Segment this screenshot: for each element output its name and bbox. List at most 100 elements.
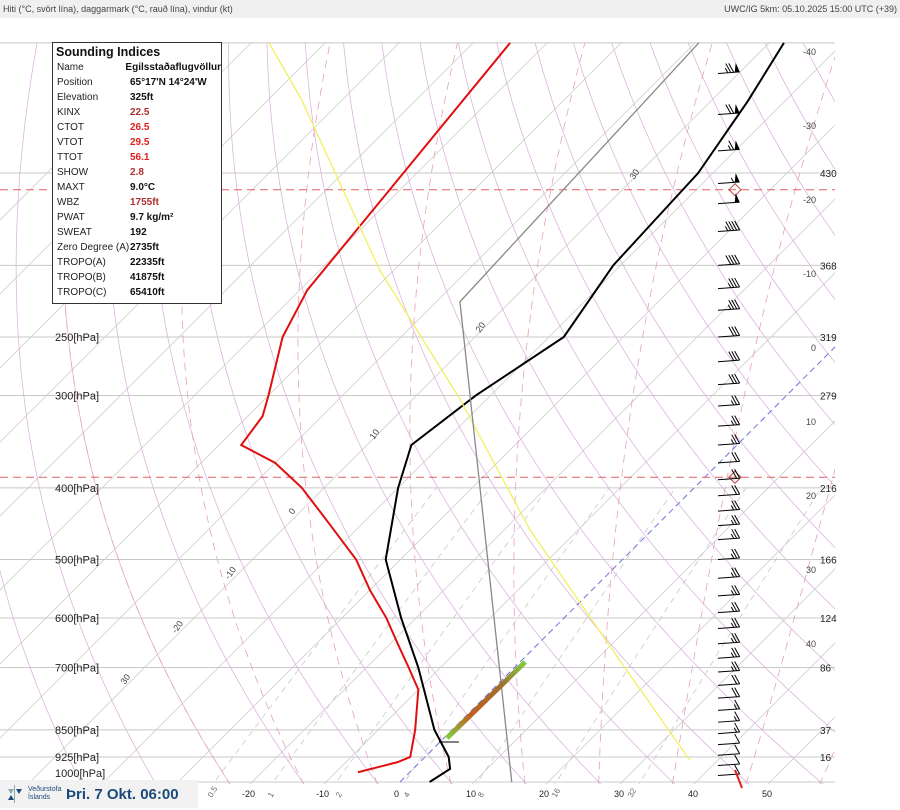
wind-barb (717, 452, 741, 464)
barb-full (728, 351, 735, 361)
barb-full (734, 434, 741, 444)
barb-full (731, 529, 738, 539)
mixing-ratio-tick-label: 4 (402, 790, 412, 799)
forecast-date: Þri. 7 Okt. 06:00 (66, 785, 179, 803)
barb-full (731, 299, 738, 310)
barb-full (731, 351, 738, 361)
moist-adiabat-line (297, 42, 378, 784)
isotherm-edge-label: 30 (806, 565, 816, 575)
barb-full (731, 585, 738, 595)
barb-full (728, 326, 735, 337)
barb-flag (734, 140, 740, 150)
wind-barb (717, 220, 741, 233)
barb-full (734, 326, 741, 336)
barb-full (731, 548, 738, 559)
moist-adiabat-line (598, 42, 713, 784)
mixing-ratio-tick-label: 16 (550, 786, 563, 799)
index-row-maxt: MAXT 9.0°C (53, 180, 221, 195)
barb-staff (717, 460, 740, 464)
barb-full (734, 661, 741, 671)
index-key: CTOT (57, 122, 85, 133)
barb-full (734, 699, 741, 710)
barb-full (734, 617, 741, 628)
barb-half (730, 533, 735, 539)
pressure-label: 600[hPa] (55, 613, 99, 625)
index-row-tropo-a-: TROPO(A) 22335ft (53, 255, 221, 270)
barb-staff (717, 610, 740, 614)
height-label: 216 (820, 484, 837, 495)
adiabat-label: 0 (286, 506, 297, 516)
barb-staff (717, 731, 740, 735)
barb-half (730, 590, 735, 596)
barb-full (725, 255, 732, 265)
barb-full (728, 140, 735, 151)
barb-half (730, 622, 735, 628)
moist-adiabat-line (513, 42, 586, 784)
barb-staff (717, 742, 740, 746)
temperature-tick-label: -20 (242, 789, 255, 799)
barb-staff (717, 229, 740, 233)
barb-full (734, 744, 741, 754)
mixing-ratio-tick-label: 2 (334, 790, 344, 799)
index-value: 325ft (130, 92, 154, 103)
yellow-line (268, 42, 691, 761)
parcel-segment (445, 660, 527, 740)
adiabat-label: 30 (627, 167, 641, 181)
dry-adiabat-line (15, 42, 157, 784)
barb-half (730, 553, 735, 559)
wind-barb (717, 733, 741, 746)
barb-staff (717, 308, 740, 311)
adiabat-label: 20 (473, 320, 487, 334)
dry-adiabat-line (0, 569, 83, 784)
wind-barb (717, 754, 741, 767)
barb-staff (717, 359, 740, 363)
barb-staff (717, 493, 740, 497)
wind-barb (717, 632, 741, 645)
temperature-tick-label: 40 (688, 789, 698, 799)
temperature-line (384, 42, 785, 783)
barb-full (731, 515, 738, 525)
barb-full (728, 221, 735, 231)
barb-full (731, 395, 738, 405)
barb-staff (717, 720, 740, 723)
pressure-label: 250[hPa] (55, 332, 99, 344)
index-row-vtot: VTOT 29.5 (53, 135, 221, 150)
barb-half (730, 637, 735, 643)
isotherm-line (323, 272, 835, 784)
index-row-show: SHOW 2.8 (53, 165, 221, 180)
wind-barb (717, 468, 741, 481)
barb-full (731, 254, 738, 265)
barb-half (733, 704, 738, 710)
barb-full (731, 485, 738, 495)
barb-staff (717, 382, 740, 386)
barb-full (734, 764, 741, 775)
height-label: 430 (820, 169, 837, 180)
wind-barb (717, 173, 740, 185)
dry-adiabat-line (880, 43, 900, 798)
index-row-elevation: Elevation 325ft (53, 90, 221, 105)
index-key: Name (57, 62, 84, 73)
barb-full (731, 617, 738, 628)
barb-full (734, 601, 741, 612)
surface-wind-marker (734, 769, 743, 789)
index-key: TROPO(B) (57, 272, 106, 283)
index-key: Position (57, 77, 93, 88)
barb-half (730, 652, 735, 658)
pressure-label: 850[hPa] (55, 725, 99, 737)
barb-full (734, 514, 741, 525)
barb-half (727, 145, 732, 151)
adiabat-label: -20 (169, 619, 185, 635)
isotherm-edge-label: 0 (811, 343, 816, 353)
index-key: Zero Degree (A) (57, 242, 130, 253)
index-row-ttot: TTOT 56.1 (53, 150, 221, 165)
wind-barb (717, 395, 741, 407)
height-label: 279 (820, 392, 837, 403)
index-row-wbz: WBZ 1755ft (53, 195, 221, 210)
sounding-indices-panel: Sounding Indices Name Egilsstaðaflugvöllu… (52, 42, 222, 304)
indices-title: Sounding Indices (56, 45, 161, 59)
wind-barb (717, 687, 741, 699)
barb-half (733, 716, 738, 722)
barb-staff (717, 557, 740, 560)
barb-staff (717, 708, 740, 711)
